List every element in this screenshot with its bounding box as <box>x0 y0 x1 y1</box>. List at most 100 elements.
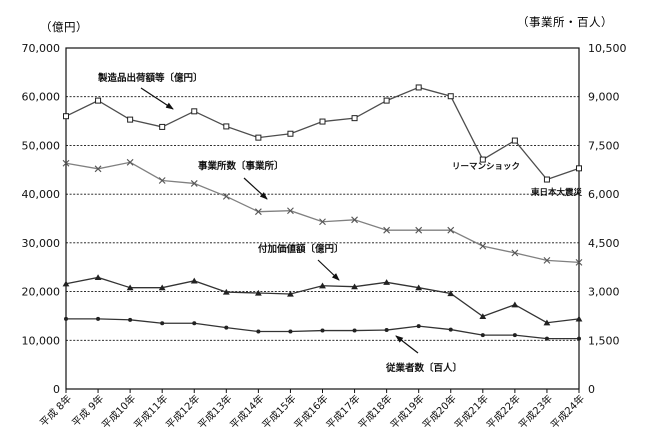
marker-triangle <box>575 315 583 322</box>
marker-x <box>62 159 70 167</box>
x-axis-label: 平成17年 <box>323 392 362 431</box>
left-axis-tick-label: 10,000 <box>22 334 61 347</box>
x-axis-label: 平成18年 <box>355 392 394 431</box>
marker-x <box>126 158 134 166</box>
series-annotation-label: 付加価値額〔億円〕 <box>258 243 344 255</box>
marker-x <box>190 180 198 187</box>
x-axis-label: 平成 8年 <box>37 392 74 429</box>
marker-triangle <box>447 290 455 297</box>
x-axis-label: 平成21年 <box>452 392 491 431</box>
marker-square <box>319 118 326 125</box>
marker-square <box>287 130 294 137</box>
right-axis-tick-label: 1,500 <box>588 334 620 347</box>
right-axis-tick-label: 0 <box>588 383 595 396</box>
marker-dot <box>416 324 421 329</box>
event-annotation-label: リーマンショック <box>452 161 520 172</box>
marker-square <box>415 84 422 91</box>
x-axis-label: 平成13年 <box>195 392 234 431</box>
marker-square <box>127 116 134 123</box>
marker-x <box>543 257 551 264</box>
event-annotation-label: 東日本大震災 <box>531 187 583 198</box>
series-annotation-label: 事業所数〔事業所〕 <box>198 160 284 172</box>
x-axis-label: 平成14年 <box>227 392 266 431</box>
marker-square <box>543 176 550 183</box>
marker-dot <box>224 325 229 330</box>
marker-x <box>158 177 166 184</box>
x-axis-label: 平成22年 <box>484 392 523 431</box>
marker-dot <box>288 329 293 334</box>
right-axis-tick-label: 10,500 <box>588 42 627 55</box>
left-axis-tick-label: 20,000 <box>22 286 61 299</box>
x-axis-label: 平成10年 <box>99 392 138 431</box>
marker-x <box>479 242 487 250</box>
marker-dot <box>448 327 453 332</box>
x-axis-label: 平成11年 <box>131 392 170 431</box>
marker-x <box>319 218 326 226</box>
annotation-arrow <box>140 87 174 110</box>
right-axis-tick-label: 4,500 <box>588 237 620 250</box>
marker-x <box>511 249 519 257</box>
right-axis-tick-label: 6,000 <box>588 188 620 201</box>
marker-dot <box>96 316 101 321</box>
marker-dot <box>128 317 133 322</box>
marker-square <box>95 97 102 104</box>
marker-x <box>222 193 230 200</box>
left-axis-tick-label: 40,000 <box>22 188 61 201</box>
marker-square <box>383 97 390 104</box>
x-axis-label: 平成19年 <box>387 392 426 431</box>
left-axis-tick-label: 50,000 <box>22 139 61 152</box>
marker-dot <box>256 329 261 334</box>
marker-x <box>254 208 262 216</box>
marker-triangle <box>511 301 519 308</box>
marker-x <box>447 226 455 234</box>
annotation-arrow <box>395 335 419 354</box>
x-axis-label: 平成15年 <box>259 392 298 431</box>
marker-square <box>576 165 582 172</box>
marker-x <box>575 258 583 266</box>
marker-dot <box>64 316 68 321</box>
marker-square <box>159 123 166 130</box>
series-annotation-label: 従業者数〔百人〕 <box>385 362 462 374</box>
right-axis-tick-label: 9,000 <box>588 91 620 104</box>
left-axis-tick-label: 30,000 <box>22 237 61 250</box>
left-axis-unit-label: （億円） <box>40 20 88 34</box>
right-axis-tick-label: 7,500 <box>588 139 620 152</box>
x-axis-label: 平成12年 <box>163 392 202 431</box>
annotation-arrow <box>317 259 340 281</box>
marker-triangle <box>287 290 294 297</box>
marker-dot <box>577 336 581 341</box>
marker-triangle <box>254 289 262 296</box>
left-axis-tick-label: 60,000 <box>22 91 61 104</box>
marker-triangle <box>94 274 102 281</box>
marker-triangle <box>319 282 326 289</box>
x-axis-label: 平成16年 <box>291 392 330 431</box>
right-axis-unit-label: （事業所・百人） <box>517 15 613 29</box>
right-axis-tick-label: 3,000 <box>588 286 620 299</box>
marker-triangle <box>222 288 230 295</box>
marker-triangle <box>351 283 358 290</box>
series-annotation-label: 製造品出荷額等〔億円〕 <box>97 72 203 84</box>
marker-square <box>223 123 230 130</box>
marker-square <box>191 108 198 115</box>
x-axis-label: 平成23年 <box>516 392 555 431</box>
marker-x <box>94 165 102 173</box>
marker-x <box>383 226 391 234</box>
marker-dot <box>192 321 197 326</box>
marker-triangle <box>415 284 423 291</box>
marker-x <box>415 226 423 234</box>
marker-triangle <box>383 279 391 285</box>
plot-border <box>65 47 580 390</box>
left-axis-tick-label: 0 <box>53 383 60 396</box>
marker-dot <box>352 328 357 333</box>
annotation-arrow <box>243 177 268 200</box>
marker-square <box>447 93 454 100</box>
marker-dot <box>480 333 485 338</box>
marker-dot <box>384 328 389 333</box>
marker-dot <box>320 328 325 333</box>
x-axis-label: 平成24年 <box>548 392 587 431</box>
marker-dot <box>544 336 549 341</box>
x-axis-label: 平成20年 <box>419 392 458 431</box>
marker-square <box>479 156 486 163</box>
